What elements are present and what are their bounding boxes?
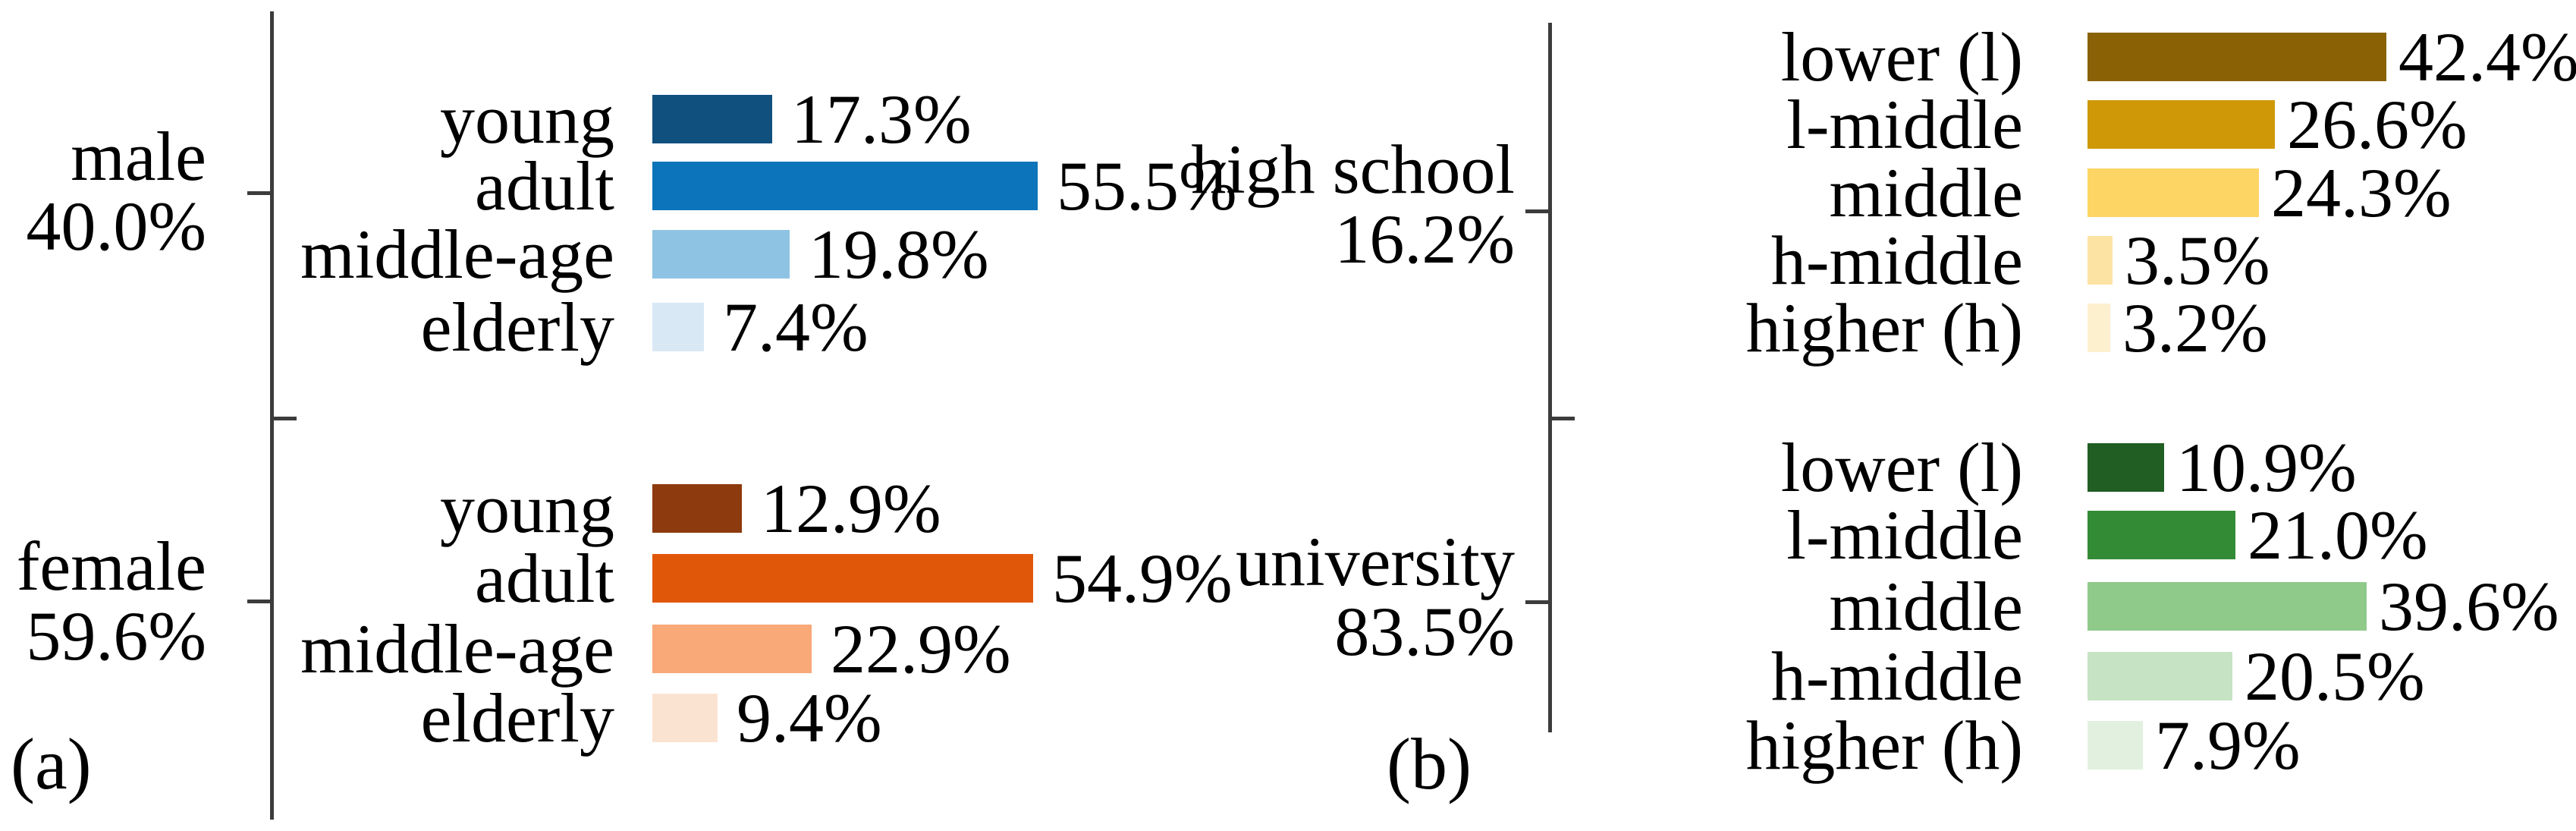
value-label: 26.6%: [2287, 86, 2468, 163]
category-label: elderly: [420, 679, 614, 757]
bar: [652, 162, 1038, 210]
value-label: 17.3%: [791, 80, 972, 158]
category-label: elderly: [420, 288, 614, 366]
axis-line: [270, 11, 274, 820]
bar: [652, 484, 742, 533]
group-center-tick: [247, 191, 270, 195]
category-label: higher (h): [1745, 707, 2023, 784]
value-label: 9.4%: [737, 679, 882, 757]
axis-line: [1548, 23, 1552, 732]
bar: [652, 230, 790, 279]
group-boundary-tick: [274, 417, 297, 420]
bar: [2088, 511, 2235, 559]
group-share-label: 40.0%: [26, 187, 206, 265]
group-center-tick: [1525, 209, 1548, 213]
caption-b: (b): [1387, 723, 1472, 804]
category-label: middle: [1829, 568, 2023, 645]
category-label: middle-age: [300, 610, 614, 688]
value-label: 55.5%: [1057, 147, 1237, 225]
category-label: adult: [475, 147, 614, 225]
value-label: 39.6%: [2379, 568, 2559, 645]
group-share-label: 16.2%: [1334, 200, 1515, 278]
caption-a: (a): [11, 723, 92, 804]
category-label: higher (h): [1745, 289, 2023, 367]
value-label: 10.9%: [2176, 429, 2357, 506]
bar: [2088, 304, 2110, 352]
group-label: male: [71, 118, 206, 195]
bar: [652, 694, 718, 742]
category-label: lower (l): [1780, 18, 2023, 96]
value-label: 7.9%: [2155, 707, 2301, 784]
group-boundary-tick: [1552, 417, 1575, 420]
group-label: university: [1236, 523, 1515, 600]
bar: [652, 303, 704, 351]
value-label: 24.3%: [2271, 154, 2452, 231]
bar: [652, 554, 1033, 603]
bar: [2088, 652, 2232, 700]
bar: [2088, 443, 2164, 492]
bar: [2088, 100, 2275, 149]
category-label: middle: [1829, 154, 2023, 231]
value-label: 3.5%: [2125, 222, 2270, 299]
category-label: adult: [475, 540, 614, 617]
bar: [2088, 168, 2259, 217]
bar: [652, 625, 812, 673]
value-label: 7.4%: [723, 288, 869, 366]
group-share-label: 83.5%: [1334, 593, 1515, 670]
group-label: female: [16, 527, 206, 605]
category-label: lower (l): [1780, 429, 2023, 506]
bar: [2088, 33, 2386, 81]
value-label: 20.5%: [2245, 637, 2425, 715]
bar: [2088, 721, 2143, 770]
group-center-tick: [247, 600, 270, 603]
category-label: h-middle: [1770, 222, 2023, 299]
value-label: 19.8%: [809, 216, 989, 293]
value-label: 54.9%: [1052, 540, 1233, 617]
bar: [2088, 236, 2113, 285]
group-center-tick: [1525, 600, 1548, 604]
category-label: l-middle: [1786, 86, 2023, 163]
category-label: l-middle: [1786, 496, 2023, 574]
value-label: 42.4%: [2399, 18, 2576, 96]
value-label: 12.9%: [761, 470, 941, 547]
category-label: middle-age: [300, 216, 614, 293]
category-label: young: [440, 80, 614, 158]
group-share-label: 59.6%: [26, 597, 206, 675]
value-label: 3.2%: [2122, 289, 2268, 367]
group-label: high school: [1191, 131, 1515, 208]
category-label: young: [440, 470, 614, 547]
bar: [2088, 582, 2367, 631]
value-label: 21.0%: [2248, 496, 2428, 574]
bar: [652, 95, 772, 143]
value-label: 22.9%: [831, 610, 1011, 688]
category-label: h-middle: [1770, 637, 2023, 715]
